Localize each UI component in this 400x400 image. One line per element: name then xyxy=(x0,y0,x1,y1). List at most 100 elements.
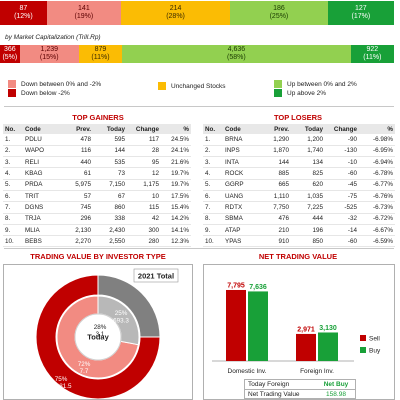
table-row: 10. YPAS 910 850 -60 -6.59% xyxy=(203,235,395,248)
table-cell: INPS xyxy=(223,145,257,158)
legend-swatch xyxy=(8,89,16,97)
table-cell: 196 xyxy=(291,224,325,237)
segment-count: 366 xyxy=(4,46,16,53)
table-cell: 10 xyxy=(127,190,161,203)
outer-domestic-pct: 75% xyxy=(55,376,68,383)
today-label: Today xyxy=(87,333,109,342)
outer-foreign-value: 693.3 xyxy=(113,318,129,325)
category-label: Foreign Inv. xyxy=(300,368,334,375)
segment-count: 87 xyxy=(19,5,28,12)
table-cell: 1. xyxy=(3,134,23,146)
table-row: 8. TRJA 296 338 42 14.2% xyxy=(3,213,191,225)
segment-percent: (12%) xyxy=(14,13,33,20)
donut-center xyxy=(74,313,122,361)
table-cell: 61 xyxy=(59,167,93,180)
table-cell: 910 xyxy=(257,235,291,248)
table-cell: 116 xyxy=(59,145,93,158)
table-cell: 117 xyxy=(127,134,161,146)
today-foreign-label: Today Foreign xyxy=(248,381,290,388)
table-cell: -6.77% xyxy=(359,179,395,191)
inner-domestic-value: 7.7 xyxy=(80,368,89,375)
table-cell: UANG xyxy=(223,190,257,203)
table-cell: 338 xyxy=(93,213,127,225)
table-cell: 12 xyxy=(127,167,161,180)
segment-percent: (15%) xyxy=(39,54,59,61)
donut-outer-foreign xyxy=(97,274,161,338)
table-cell: 57 xyxy=(59,190,93,203)
table-cell: 5,975 xyxy=(59,179,93,191)
table-cell: 535 xyxy=(93,156,127,169)
table-row: 1. BRNA 1,290 1,200 -90 -6.98% xyxy=(203,134,395,146)
investor-type-panel: 2021 Total Today 25% 693.3 28% 3.1 72% 7… xyxy=(3,264,193,400)
table-cell: 6. xyxy=(3,190,23,203)
table-cell: -45 xyxy=(325,179,359,191)
table-cell: 5. xyxy=(3,179,23,191)
legend-unchanged: Unchanged Stocks xyxy=(158,82,226,90)
table-cell: RDTX xyxy=(223,201,257,214)
breadth-segment: 214 (28%) xyxy=(120,1,231,25)
table-cell: -60 xyxy=(325,235,359,248)
table-cell: 14.2% xyxy=(161,213,191,225)
legend-swatch xyxy=(8,80,16,88)
table-cell: 1,035 xyxy=(291,190,325,203)
table-cell: 2,270 xyxy=(59,235,93,248)
table-cell: -14 xyxy=(325,224,359,237)
legend-label: Unchanged Stocks xyxy=(171,82,226,90)
net-value-label: Net Trading Value xyxy=(248,391,300,398)
table-row: 5. PRDA 5,975 7,150 1,175 19.7% xyxy=(3,179,191,191)
investor-type-title: TRADING VALUE BY INVESTOR TYPE xyxy=(30,252,166,261)
table-cell: WAPO xyxy=(23,145,59,158)
net-value: 158.98 xyxy=(326,391,346,398)
table-cell: 7. xyxy=(3,201,23,214)
table-cell: 134 xyxy=(291,156,325,169)
table-cell: -60 xyxy=(325,167,359,180)
breadth-segment: 922 (11%) xyxy=(350,45,394,63)
column-header: Change xyxy=(325,124,359,134)
table-cell: 7,150 xyxy=(93,179,127,191)
table-cell: ATAP xyxy=(223,224,257,237)
segment-percent: (25%) xyxy=(269,13,289,20)
column-header: Change xyxy=(127,124,161,134)
table-cell: -6.72% xyxy=(359,213,395,225)
table-row: 6. UANG 1,110 1,035 -75 -6.76% xyxy=(203,190,395,203)
table-cell: 4. xyxy=(3,167,23,180)
table-cell: ROCK xyxy=(223,167,257,180)
segment-percent: (28%) xyxy=(166,13,185,20)
table-cell: 15.4% xyxy=(161,201,191,214)
investor-type-chart: 2021 Total Today 25% 693.3 28% 3.1 72% 7… xyxy=(35,268,179,400)
legend-label: Up between 0% and 2% xyxy=(287,80,357,88)
table-header-row: No. Code Prev. Today Change% xyxy=(203,124,395,134)
table-cell: -6.73% xyxy=(359,201,395,214)
table-row: 4. ROCK 885 825 -60 -6.78% xyxy=(203,167,395,180)
legend-buy-swatch xyxy=(360,347,366,353)
segment-count: 922 xyxy=(366,46,379,53)
breadth-segment: 186 (25%) xyxy=(230,1,328,25)
table-cell: BRNA xyxy=(223,134,257,146)
bar-value-label: 7,795 xyxy=(227,282,245,289)
table-cell: 2,130 xyxy=(59,224,93,237)
table-cell: 42 xyxy=(127,213,161,225)
table-cell: 14.1% xyxy=(161,224,191,237)
table-cell: 1,110 xyxy=(257,190,291,203)
table-row: 5. GGRP 665 620 -45 -6.77% xyxy=(203,179,395,191)
table-cell: 478 xyxy=(59,134,93,146)
table-row: 3. INTA 144 134 -10 -6.94% xyxy=(203,156,395,169)
table-row: 3. RELI 440 535 95 21.6% xyxy=(3,156,191,169)
table-cell: -6.94% xyxy=(359,156,395,169)
category-label: Domestic Inv. xyxy=(228,368,267,375)
segment-percent: (17%) xyxy=(351,13,371,20)
legend-up-0-2: Up between 0% and 2% xyxy=(274,80,357,88)
divider xyxy=(4,106,394,107)
today-foreign-value: Net Buy xyxy=(323,381,349,388)
column-header: % xyxy=(161,124,191,134)
top-losers-title: TOP LOSERS xyxy=(273,113,323,122)
legend-swatch xyxy=(274,80,282,88)
table-row: 9. MLIA 2,130 2,430 300 14.1% xyxy=(3,224,191,237)
legend-label: Up above 2% xyxy=(287,89,327,97)
table-cell: 7. xyxy=(203,201,223,214)
table-cell: 440 xyxy=(59,156,93,169)
table-cell: 17.5% xyxy=(161,190,191,203)
column-header: No. xyxy=(3,124,23,134)
net-trading-title: NET TRADING VALUE xyxy=(258,252,338,261)
column-header: No. xyxy=(203,124,223,134)
